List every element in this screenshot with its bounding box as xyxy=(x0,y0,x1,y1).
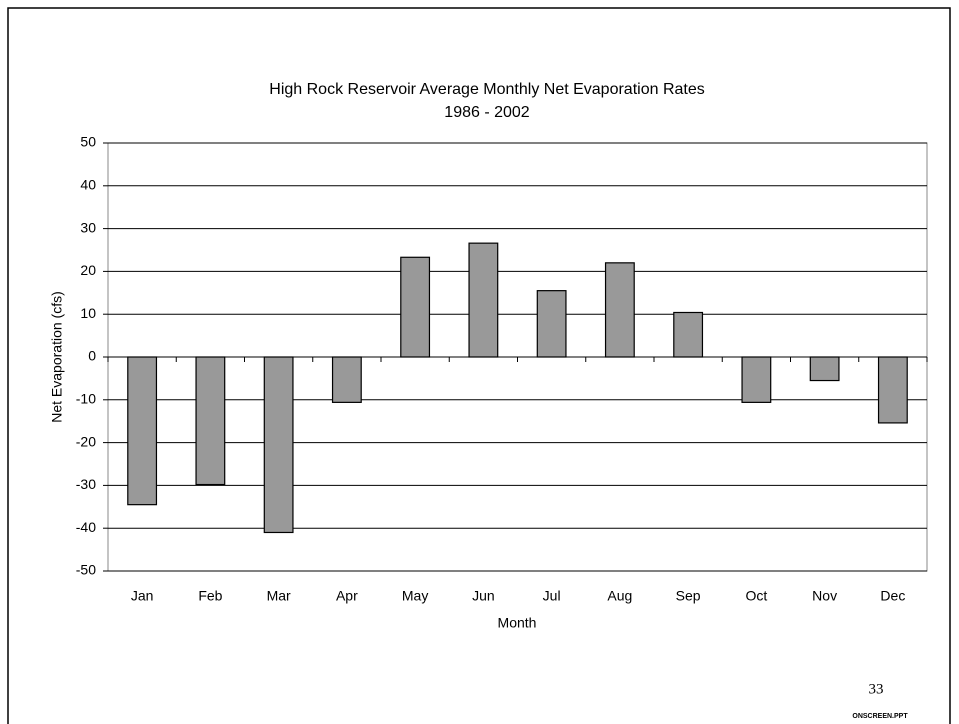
slide-border xyxy=(7,7,951,724)
x-axis-label: Month xyxy=(498,615,537,631)
x-tick-label: Sep xyxy=(676,588,701,604)
y-tick-label: 20 xyxy=(80,262,96,278)
y-tick-label: 10 xyxy=(80,305,96,321)
x-tick-label: Oct xyxy=(745,588,767,604)
y-axis-label: Net Evaporation (cfs) xyxy=(49,291,65,423)
y-tick-label: -20 xyxy=(76,433,96,449)
bar xyxy=(331,356,362,403)
x-tick-label: Jul xyxy=(543,588,561,604)
x-tick-label: Dec xyxy=(880,588,905,604)
chart-title: High Rock Reservoir Average Monthly Net … xyxy=(269,81,704,98)
x-tick-label: Mar xyxy=(267,588,291,604)
bar xyxy=(468,242,499,358)
y-tick-label: -10 xyxy=(76,391,96,407)
bar xyxy=(195,356,226,486)
bar xyxy=(400,256,431,358)
x-tick-label: Aug xyxy=(607,588,632,604)
bar xyxy=(536,290,567,358)
y-tick-label: -30 xyxy=(76,476,96,492)
y-tick-label: 30 xyxy=(80,219,96,235)
x-tick-label: Jun xyxy=(472,588,495,604)
x-tick-label: Nov xyxy=(812,588,837,604)
bar xyxy=(741,356,772,403)
y-tick-label: 0 xyxy=(88,348,96,364)
bar xyxy=(604,262,635,358)
chart-subtitle: 1986 - 2002 xyxy=(444,104,530,121)
bar xyxy=(877,356,908,424)
slide-number: 33 xyxy=(869,681,884,697)
bar xyxy=(127,356,158,506)
bar xyxy=(809,356,840,382)
bar xyxy=(673,311,704,358)
x-tick-label: Apr xyxy=(336,588,358,604)
x-tick-label: Jan xyxy=(131,588,154,604)
y-tick-label: -40 xyxy=(76,519,96,535)
y-tick-label: 50 xyxy=(80,134,96,150)
bar xyxy=(263,356,294,534)
x-tick-label: Feb xyxy=(198,588,222,604)
x-tick-label: May xyxy=(402,588,428,604)
y-tick-label: 40 xyxy=(80,177,96,193)
file-name: ONSCREEN.PPT xyxy=(852,713,908,720)
y-tick-label: -50 xyxy=(76,562,96,578)
